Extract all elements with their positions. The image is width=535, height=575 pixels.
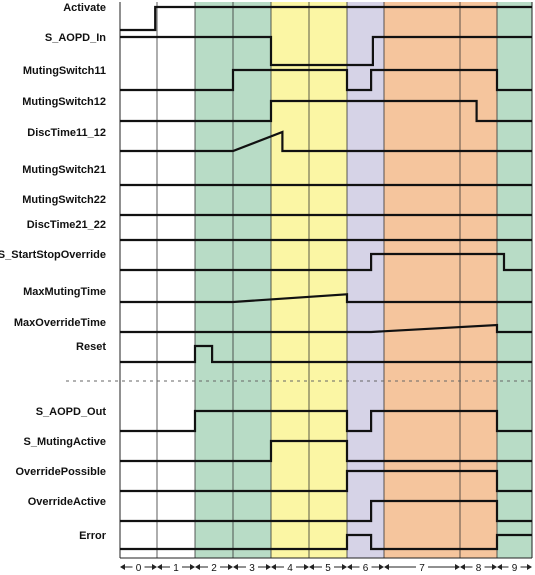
signal-trace xyxy=(120,99,532,123)
step-arrowhead-left xyxy=(347,564,352,570)
step-arrowhead-left xyxy=(195,564,200,570)
signal-trace xyxy=(120,499,532,523)
step-label: 5 xyxy=(325,563,331,574)
signal-label: DiscTime11_12 xyxy=(27,127,106,139)
step-arrowhead-right xyxy=(527,564,532,570)
signal-label: Reset xyxy=(76,341,106,353)
step-arrowhead-left xyxy=(460,564,465,570)
step-arrowhead-right xyxy=(304,564,309,570)
signal-label: MaxMutingTime xyxy=(23,286,106,298)
step-arrowhead-right xyxy=(455,564,460,570)
signal-trace xyxy=(120,344,532,364)
signal-label: Error xyxy=(79,530,107,542)
signal-trace xyxy=(120,293,532,304)
signal-trace xyxy=(120,5,532,32)
step-label: 9 xyxy=(512,563,518,574)
step-label: 2 xyxy=(211,563,217,574)
diagram-frame xyxy=(119,2,533,559)
step-label: 0 xyxy=(136,563,142,574)
signal-label: OverrideActive xyxy=(28,496,106,508)
signal-label: OverridePossible xyxy=(16,466,107,478)
step-arrowhead-right xyxy=(228,564,233,570)
step-arrowhead-right xyxy=(190,564,195,570)
step-arrowhead-left xyxy=(120,564,125,570)
signal-label: MutingSwitch11 xyxy=(23,65,106,77)
signal-trace xyxy=(120,469,532,493)
signal-label: MutingSwitch22 xyxy=(22,194,106,206)
signal-trace xyxy=(120,533,532,551)
phase-bands xyxy=(195,2,532,558)
step-arrowhead-right xyxy=(492,564,497,570)
step-label: 7 xyxy=(419,563,425,574)
step-label: 4 xyxy=(287,563,293,574)
signal-trace xyxy=(120,130,532,153)
step-label: 8 xyxy=(476,563,482,574)
step-arrowhead-left xyxy=(497,564,502,570)
signal-trace xyxy=(120,439,532,463)
signal-label: S_AOPD_In xyxy=(45,32,106,44)
step-arrowhead-right xyxy=(152,564,157,570)
signal-trace xyxy=(120,68,532,92)
signal-label: S_StartStopOverride xyxy=(0,249,106,261)
step-arrowhead-right xyxy=(266,564,271,570)
step-arrowhead-right xyxy=(342,564,347,570)
step-arrowhead-left xyxy=(384,564,389,570)
step-label: 6 xyxy=(363,563,369,574)
signal-trace xyxy=(120,409,532,433)
step-arrowhead-left xyxy=(157,564,162,570)
signal-traces xyxy=(120,5,532,551)
phase-band xyxy=(347,2,384,558)
phase-band xyxy=(384,2,497,558)
signal-label: MaxOverrideTime xyxy=(14,317,106,329)
signal-label: S_AOPD_Out xyxy=(36,406,107,418)
signal-label: DiscTime21_22 xyxy=(27,219,106,231)
signal-trace xyxy=(120,35,532,67)
signal-label: MutingSwitch12 xyxy=(22,96,106,108)
signal-label: S_MutingActive xyxy=(23,436,106,448)
signal-label: MutingSwitch21 xyxy=(22,164,106,176)
signal-trace xyxy=(120,252,532,272)
signal-trace xyxy=(120,323,532,334)
step-arrowhead-right xyxy=(379,564,384,570)
signal-label: Activate xyxy=(63,2,106,14)
step-label: 3 xyxy=(249,563,255,574)
signal-labels: Activate S_AOPD_In MutingSwitch11 MutingSwi… xyxy=(0,2,107,542)
phase-band xyxy=(497,2,532,558)
step-axis: 0 1 2 3 4 5 6 7 8 9 xyxy=(120,563,532,574)
step-label: 1 xyxy=(173,563,179,574)
step-arrowhead-left xyxy=(309,564,314,570)
step-arrowhead-left xyxy=(271,564,276,570)
step-arrowhead-left xyxy=(233,564,238,570)
step-gridlines xyxy=(156,2,498,558)
